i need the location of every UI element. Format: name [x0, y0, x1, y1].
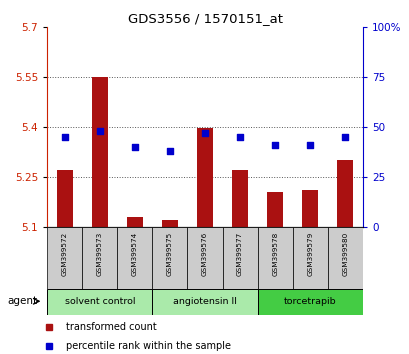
- Point: [61, 134, 68, 139]
- Bar: [257, 227, 292, 289]
- Text: agent: agent: [7, 296, 37, 306]
- Text: GSM399578: GSM399578: [272, 232, 277, 276]
- Bar: [187, 227, 222, 289]
- Text: GSM399576: GSM399576: [202, 232, 207, 276]
- Text: GSM399574: GSM399574: [132, 232, 137, 276]
- Bar: [197, 128, 212, 227]
- Text: torcetrapib: torcetrapib: [283, 297, 336, 306]
- Bar: [92, 77, 108, 227]
- Bar: [231, 170, 247, 227]
- Point: [236, 134, 243, 139]
- Point: [96, 128, 103, 133]
- Bar: [57, 170, 72, 227]
- Text: percentile rank within the sample: percentile rank within the sample: [65, 341, 230, 351]
- Bar: [127, 217, 142, 227]
- Bar: [152, 289, 257, 315]
- Point: [201, 130, 208, 135]
- Bar: [267, 192, 282, 227]
- Text: GSM399572: GSM399572: [61, 232, 67, 276]
- Bar: [162, 220, 178, 227]
- Text: angiotensin II: angiotensin II: [173, 297, 236, 306]
- Bar: [301, 190, 317, 227]
- Bar: [47, 289, 152, 315]
- Point: [166, 148, 173, 153]
- Text: GSM399573: GSM399573: [97, 232, 103, 276]
- Bar: [327, 227, 362, 289]
- Text: solvent control: solvent control: [64, 297, 135, 306]
- Text: GSM399577: GSM399577: [236, 232, 243, 276]
- Bar: [152, 227, 187, 289]
- Point: [306, 142, 313, 147]
- Text: GSM399580: GSM399580: [342, 232, 348, 276]
- Text: GSM399575: GSM399575: [166, 232, 173, 276]
- Point: [271, 142, 278, 147]
- Bar: [292, 227, 327, 289]
- Text: GSM399579: GSM399579: [306, 232, 312, 276]
- Bar: [337, 160, 352, 227]
- Bar: [82, 227, 117, 289]
- Point: [341, 134, 348, 139]
- Bar: [222, 227, 257, 289]
- Bar: [47, 227, 82, 289]
- Bar: [257, 289, 362, 315]
- Bar: [117, 227, 152, 289]
- Text: transformed count: transformed count: [65, 322, 156, 332]
- Title: GDS3556 / 1570151_at: GDS3556 / 1570151_at: [127, 12, 282, 25]
- Point: [131, 144, 138, 149]
